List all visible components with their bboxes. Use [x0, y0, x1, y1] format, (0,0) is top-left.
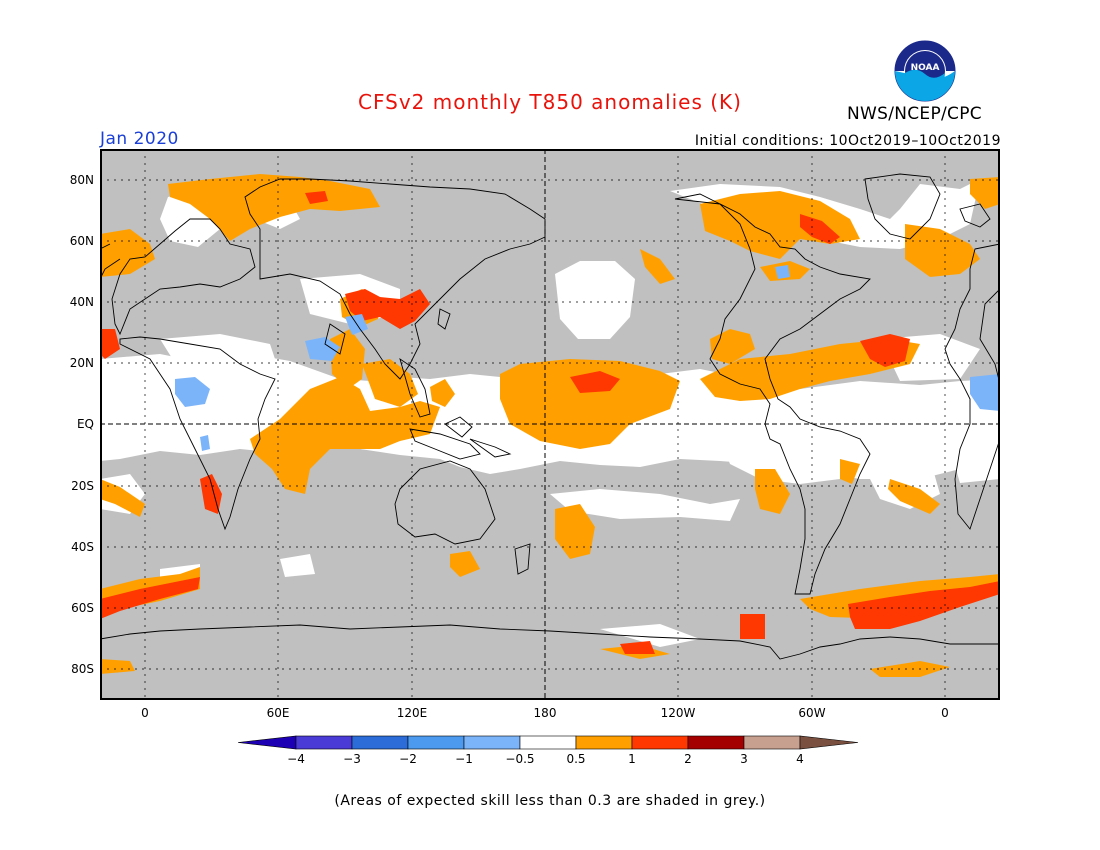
colorbar-tick-label: 4 [796, 752, 804, 766]
colorbar-tick-label: 1 [628, 752, 636, 766]
lon-label-0: 0 [141, 706, 149, 720]
colorbar-tick-label: −0.5 [505, 752, 535, 766]
chart-title: CFSv2 monthly T850 anomalies (K) [358, 90, 742, 114]
colorbar-cell [743, 735, 801, 750]
lat-label-40n: 40N [69, 295, 94, 309]
noaa-logo-text: NOAA [911, 63, 940, 73]
colorbar-tick-label: −4 [287, 752, 305, 766]
colorbar-tick-label: −1 [455, 752, 473, 766]
colorbar-tick-label: 3 [740, 752, 748, 766]
lat-label-20n: 20N [69, 356, 94, 370]
equator-dateline [100, 149, 1000, 700]
initial-conditions: Initial conditions: 10Oct2019–10Oct2019 [694, 133, 1001, 149]
lat-label-40s: 40S [71, 540, 94, 554]
colorbar-cell [687, 735, 745, 750]
noaa-logo: NOAA [894, 40, 956, 102]
lat-label-60s: 60S [71, 601, 94, 615]
lat-lon-grid [100, 149, 1000, 700]
colorbar-tick-label: 0.5 [566, 752, 586, 766]
coastlines [100, 173, 1000, 660]
warm-anomaly-1-to-2 [100, 191, 1000, 654]
valid-month: Jan 2020 [100, 129, 179, 149]
lat-label-20s: 20S [71, 479, 94, 493]
lon-label-0-east: 0 [941, 706, 949, 720]
colorbar-cell [463, 735, 521, 750]
colorbar-cap-low [238, 735, 297, 750]
lon-label-180: 180 [533, 706, 557, 720]
map-frame [100, 149, 1000, 700]
lat-label-80s: 80S [71, 662, 94, 676]
lat-label-eq: EQ [76, 417, 94, 431]
skill-footnote: (Areas of expected skill less than 0.3 a… [334, 793, 766, 809]
colorbar-tick-label: −2 [399, 752, 417, 766]
colorbar-cell [351, 735, 409, 750]
lat-label-80n: 80N [69, 173, 94, 187]
colorbar-cell [407, 735, 465, 750]
colorbar-cell [295, 735, 353, 750]
anomaly-map [100, 149, 1000, 700]
lon-label-60e: 60E [266, 706, 290, 720]
colorbar-cap-high [799, 735, 859, 750]
lat-label-60n: 60N [69, 234, 94, 248]
colorbar [238, 735, 859, 750]
colorbar-tick-label: −3 [343, 752, 361, 766]
colorbar-cell [631, 735, 689, 750]
lon-label-120w: 120W [660, 706, 696, 720]
lon-label-120e: 120E [396, 706, 428, 720]
colorbar-cell [519, 735, 577, 750]
colorbar-cell [575, 735, 633, 750]
colorbar-tick-label: 2 [684, 752, 692, 766]
agency-label: NWS/NCEP/CPC [847, 104, 982, 124]
lon-label-60w: 60W [798, 706, 826, 720]
